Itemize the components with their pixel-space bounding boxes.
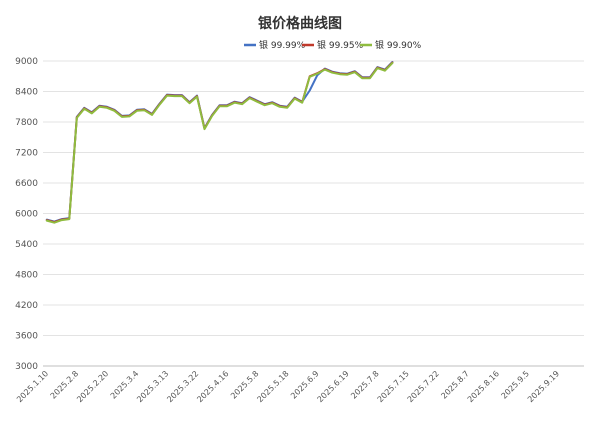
x-tick-label: 2025.9.5 [500,369,532,401]
y-tick-label: 4200 [15,301,38,311]
legend-label: 银 99.90% [375,39,422,51]
x-tick-label: 2025.6.19 [316,369,351,404]
series-line-0 [45,61,394,223]
y-tick-label: 6000 [15,210,38,220]
legend-label: 银 99.95% [317,39,364,51]
x-tick-label: 2025.4.16 [195,369,230,404]
y-tick-label: 3000 [15,362,38,372]
series-line-1 [45,61,394,224]
gridlines [43,60,584,336]
x-tick-label: 2025.7.8 [349,369,381,401]
series-line-2 [45,62,394,224]
y-tick-label: 8400 [15,88,38,98]
x-tick-label: 2025.5.8 [229,369,261,401]
x-tick-label: 2025.2.20 [75,369,110,404]
chart-title: 银价格曲线图 [258,15,342,32]
x-tick-label: 2025.8.7 [439,369,471,401]
x-tick-label: 2025.3.4 [109,369,141,401]
x-tick-label: 2025.8.16 [466,369,501,404]
x-tick-label: 2025.6.9 [289,369,321,401]
x-tick-label: 2025.7.22 [406,369,441,404]
x-tick-label: 2025.5.18 [255,369,290,404]
legend-label: 银 99.99% [259,39,306,51]
y-tick-label: 6600 [15,179,38,189]
y-tick-label: 5400 [15,240,38,250]
y-axis: 3000 3600 4200 4800 5400 6000 6600 7200 7800 8400… [15,57,38,372]
x-tick-label: 2025.2.8 [49,369,81,401]
x-tick-label: 2025.1.10 [15,369,50,404]
x-axis: 2025.1.102025.2.82025.2.202025.3.42025.3… [15,369,561,404]
y-tick-label: 9000 [15,57,38,67]
y-tick-label: 7800 [15,118,38,128]
y-tick-label: 7200 [15,149,38,159]
y-tick-label: 4800 [15,271,38,281]
y-tick-label: 3600 [15,332,38,342]
chart-legend: 银 99.99% 银 99.95% 银 99.90% [244,39,422,51]
x-tick-label: 2025.9.19 [526,369,561,404]
series-layer [45,61,394,224]
